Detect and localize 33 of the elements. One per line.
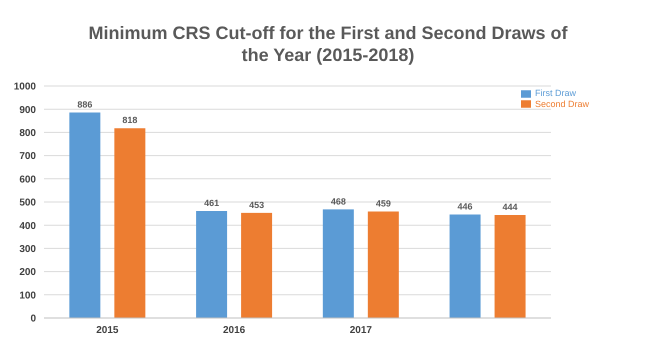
data-label: 461 <box>204 198 220 208</box>
bar <box>494 214 526 318</box>
y-tick-label: 300 <box>19 244 36 255</box>
bar <box>241 212 272 318</box>
chart-title: Minimum CRS Cut-off for the First and Second Draws of the Year (2015-2018) <box>88 22 568 66</box>
data-label: 453 <box>249 200 264 210</box>
bar <box>322 209 354 318</box>
bar <box>114 128 146 318</box>
data-label: 446 <box>458 202 473 212</box>
data-label: 468 <box>330 196 346 206</box>
legend-label: First Draw <box>534 88 576 98</box>
y-tick-label: 700 <box>19 151 36 162</box>
data-label: 818 <box>122 115 138 126</box>
data-label: 886 <box>77 99 92 110</box>
y-tick-label: 900 <box>19 104 36 116</box>
y-tick-label: 100 <box>19 290 36 302</box>
y-tick-label: 800 <box>19 128 36 139</box>
x-tick-label: 2017 <box>350 325 372 336</box>
y-tick-label: 600 <box>19 174 36 186</box>
data-label: 444 <box>502 202 518 212</box>
legend-label: Second Draw <box>534 98 589 109</box>
x-tick-label: 2015 <box>96 325 119 336</box>
y-tick-label: 500 <box>19 198 36 209</box>
y-tick-label: 0 <box>30 314 36 325</box>
y-tick-label: 1000 <box>14 82 36 93</box>
x-tick-label: 2016 <box>222 325 246 336</box>
bar <box>368 212 399 318</box>
y-tick-label: 200 <box>19 267 36 278</box>
bar <box>450 214 481 318</box>
bar <box>196 211 228 318</box>
y-tick-label: 400 <box>19 220 36 232</box>
data-label: 459 <box>376 198 391 209</box>
bar <box>69 112 100 318</box>
